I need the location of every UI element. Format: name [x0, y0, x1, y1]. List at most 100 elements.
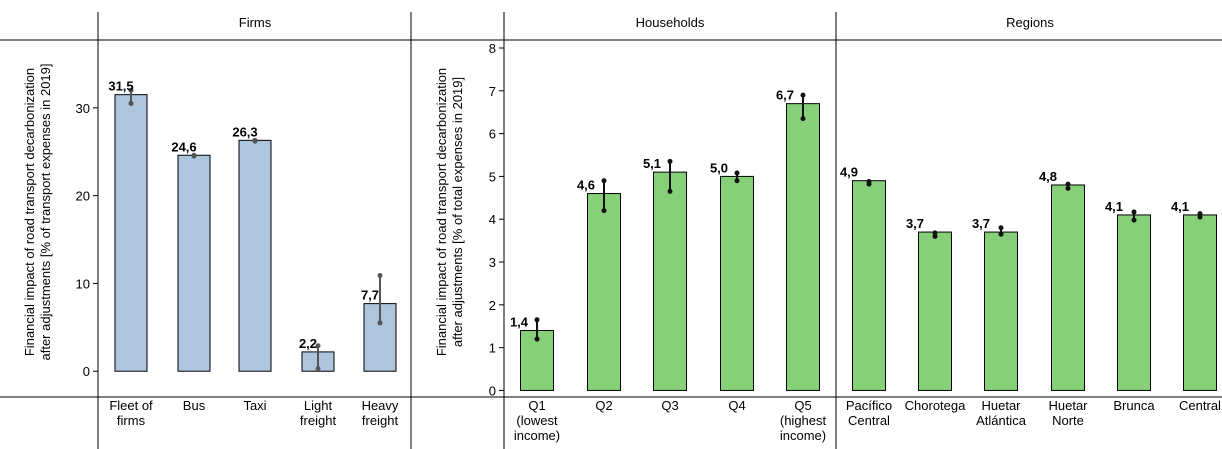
x-tick-label-firms: freight — [362, 413, 399, 428]
x-tick-label-households: Q3 — [661, 398, 678, 413]
bar-households — [720, 175, 754, 391]
panel-frame — [0, 12, 1222, 449]
error-cap-high-households — [667, 158, 673, 164]
x-tick-label-households: (lowest — [516, 413, 558, 428]
error-cap-low-firms — [315, 366, 321, 372]
x-tick-label-households: Q1 — [528, 398, 545, 413]
error-cap-high-households — [734, 170, 740, 176]
error-cap-high-regions — [1065, 181, 1071, 187]
y-tick-label-households: 2 — [489, 298, 496, 313]
x-tick-label-regions: Pacífico — [846, 398, 892, 413]
data-label-regions: 4,1 — [1105, 199, 1123, 214]
y-tick-label-firms: 30 — [76, 101, 90, 116]
x-tick-label-households: Q2 — [595, 398, 612, 413]
panel-title-households: Households — [636, 15, 705, 30]
error-cap-low-regions — [998, 231, 1004, 237]
y-axis-label-households-line1: Financial impact of road transport decar… — [434, 68, 449, 356]
bar-firms — [177, 154, 211, 372]
bar-regions — [1117, 214, 1151, 391]
x-tick-label-regions: Norte — [1052, 413, 1084, 428]
y-axis-label-firms-line1: Financial impact of road transport decar… — [22, 68, 37, 356]
y-tick-label-households: 7 — [489, 84, 496, 99]
x-tick-label-households: Q5 — [794, 398, 811, 413]
data-label-regions: 4,8 — [1039, 169, 1057, 184]
data-label-firms: 2,2 — [299, 336, 317, 351]
y-tick-label-households: 4 — [489, 212, 496, 227]
data-label-households: 5,0 — [710, 160, 728, 175]
error-cap-high-regions — [1197, 211, 1203, 217]
y-axis-label-firms-line2: after adjustments [% of transport expens… — [38, 63, 53, 360]
error-cap-low-households — [601, 208, 607, 214]
data-label-regions: 3,7 — [972, 216, 990, 231]
error-cap-low-households — [667, 188, 673, 194]
error-cap-low-regions — [1131, 217, 1137, 223]
y-tick-label-firms: 20 — [76, 189, 90, 204]
y-axis-label-households-line2: after adjustments [% of total expenses i… — [450, 77, 465, 347]
x-tick-label-households: (highest — [780, 413, 827, 428]
error-cap-high-households — [534, 317, 540, 323]
y-tick-label-households: 5 — [489, 169, 496, 184]
y-tick-label-households: 1 — [489, 341, 496, 356]
error-cap-high-firms — [377, 273, 383, 279]
data-label-firms: 31,5 — [108, 79, 133, 94]
error-cap-high-regions — [1131, 209, 1137, 215]
y-tick-label-households: 3 — [489, 255, 496, 270]
error-cap-low-households — [534, 336, 540, 342]
x-tick-label-households: income) — [780, 428, 826, 443]
error-cap-low-regions — [932, 233, 938, 239]
error-cap-high-firms — [128, 87, 134, 93]
y-tick-label-firms: 10 — [76, 276, 90, 291]
panel-title-regions: Regions — [1006, 15, 1054, 30]
x-tick-label-regions: Huetar — [1048, 398, 1088, 413]
data-label-regions: 4,9 — [840, 165, 858, 180]
error-cap-low-regions — [1197, 214, 1203, 220]
error-cap-high-households — [601, 178, 607, 184]
error-cap-low-regions — [866, 181, 872, 187]
error-cap-low-households — [734, 178, 740, 184]
data-label-firms: 7,7 — [361, 288, 379, 303]
x-tick-label-firms: Light — [304, 398, 333, 413]
bar-households — [653, 171, 687, 391]
y-axis-label-firms: Financial impact of road transport decar… — [22, 63, 53, 360]
x-tick-label-households: income) — [514, 428, 560, 443]
panel-title-firms: Firms — [239, 15, 272, 30]
y-tick-label-households: 0 — [489, 383, 496, 398]
bar-households — [786, 103, 820, 391]
y-axis-label-households: Financial impact of road transport decar… — [434, 68, 465, 356]
bar-households — [587, 193, 621, 391]
error-cap-high-regions — [998, 225, 1004, 231]
bar-regions — [1051, 184, 1085, 391]
y-tick-label-households: 6 — [489, 127, 496, 142]
x-tick-label-firms: Taxi — [243, 398, 266, 413]
x-tick-label-regions: Central — [848, 413, 890, 428]
x-tick-label-regions: Brunca — [1113, 398, 1155, 413]
x-tick-label-households: Q4 — [728, 398, 745, 413]
error-cap-low-firms — [128, 100, 134, 106]
bar-regions — [918, 231, 952, 391]
x-tick-label-regions: Huetar — [981, 398, 1021, 413]
x-tick-label-regions: Atlántica — [976, 413, 1027, 428]
error-cap-low-firms — [191, 153, 197, 159]
x-tick-label-regions: Chorotega — [905, 398, 966, 413]
panel-headers: Firms Households Regions — [239, 15, 1055, 30]
x-tick-label-firms: freight — [300, 413, 337, 428]
x-tick-label-firms: Heavy — [362, 398, 399, 413]
data-label-households: 5,1 — [643, 156, 661, 171]
bar-regions — [984, 231, 1018, 391]
data-label-regions: 3,7 — [906, 216, 924, 231]
error-cap-low-firms — [252, 138, 258, 144]
x-tick-label-regions: Central — [1179, 398, 1221, 413]
y-tick-label-households: 8 — [489, 41, 496, 56]
x-tick-label-firms: Fleet of — [109, 398, 153, 413]
bar-regions — [852, 180, 886, 391]
bar-firms — [114, 94, 148, 372]
error-cap-high-households — [800, 92, 806, 98]
error-cap-low-households — [800, 116, 806, 122]
data-label-regions: 4,1 — [1171, 199, 1189, 214]
error-cap-high-firms — [315, 343, 321, 349]
data-label-households: 4,6 — [577, 178, 595, 193]
data-label-households: 6,7 — [776, 88, 794, 103]
error-cap-high-regions — [932, 230, 938, 236]
